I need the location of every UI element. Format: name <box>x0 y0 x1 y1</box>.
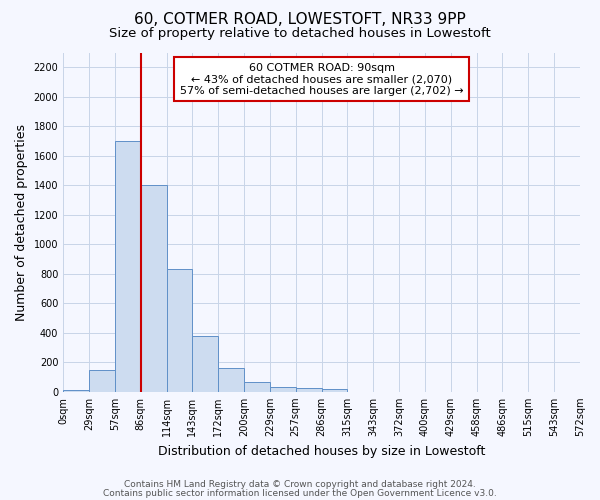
Text: 60, COTMER ROAD, LOWESTOFT, NR33 9PP: 60, COTMER ROAD, LOWESTOFT, NR33 9PP <box>134 12 466 28</box>
Text: 60 COTMER ROAD: 90sqm
← 43% of detached houses are smaller (2,070)
57% of semi-d: 60 COTMER ROAD: 90sqm ← 43% of detached … <box>180 62 463 96</box>
Bar <box>218 368 244 392</box>
Bar <box>63 390 89 392</box>
X-axis label: Distribution of detached houses by size in Lowestoft: Distribution of detached houses by size … <box>158 444 485 458</box>
Text: Size of property relative to detached houses in Lowestoft: Size of property relative to detached ho… <box>109 28 491 40</box>
Bar <box>89 370 115 392</box>
Bar <box>115 141 140 392</box>
Bar <box>244 382 270 392</box>
Y-axis label: Number of detached properties: Number of detached properties <box>15 124 28 320</box>
Bar <box>140 186 167 392</box>
Bar <box>322 389 347 392</box>
Bar <box>167 270 193 392</box>
Text: Contains HM Land Registry data © Crown copyright and database right 2024.: Contains HM Land Registry data © Crown c… <box>124 480 476 489</box>
Text: Contains public sector information licensed under the Open Government Licence v3: Contains public sector information licen… <box>103 488 497 498</box>
Bar <box>296 388 322 392</box>
Bar <box>193 336 218 392</box>
Bar <box>270 386 296 392</box>
